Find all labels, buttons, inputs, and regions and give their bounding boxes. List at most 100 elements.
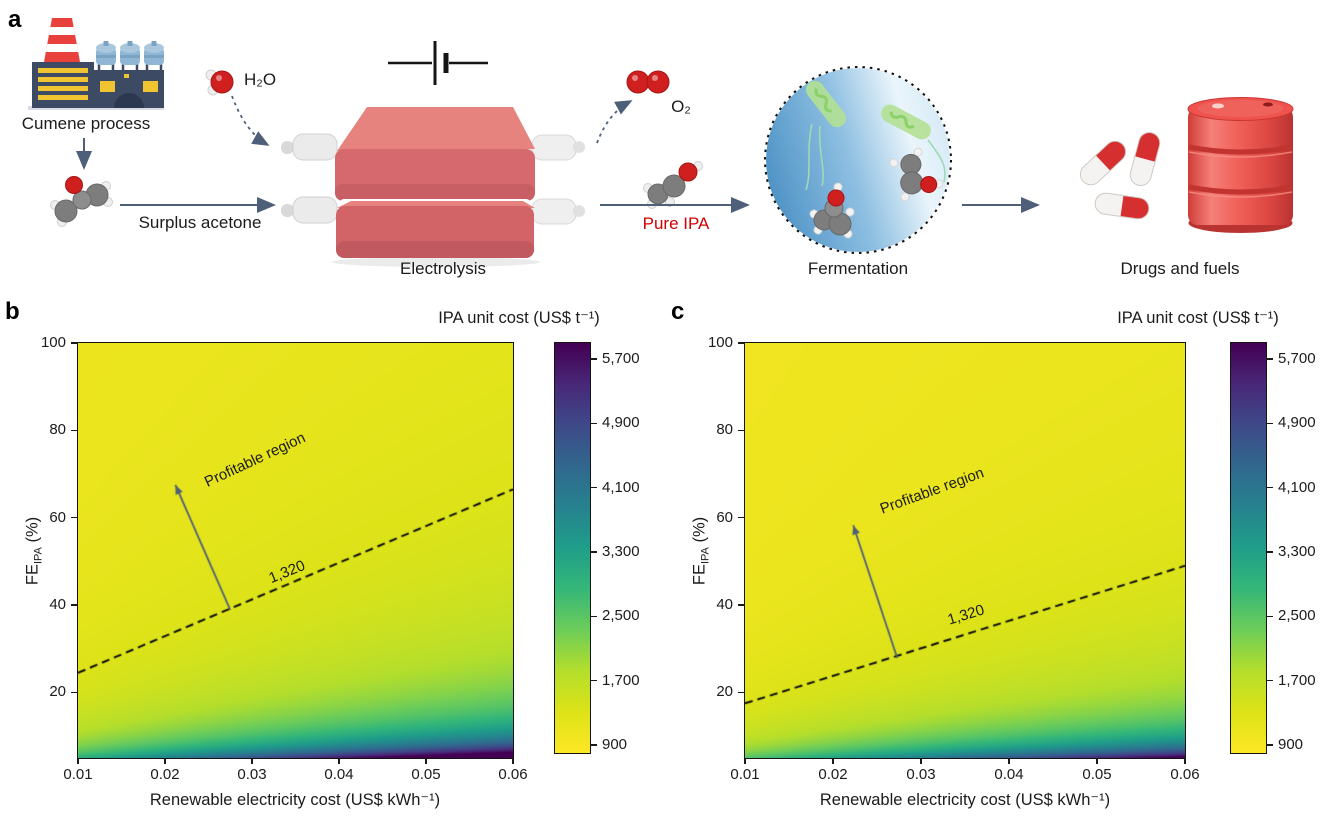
dashed-arrow-water-in (231, 95, 270, 146)
y-tick-label: 100 (707, 334, 733, 351)
colorbar-tick-mark (1266, 744, 1273, 746)
x-tick-label: 0.01 (63, 766, 93, 783)
x-tick-label: 0.02 (150, 766, 180, 783)
colorbar-tick-label: 4,900 (602, 414, 640, 432)
oxygen-molecule-icon (626, 70, 670, 94)
y-tick-label: 80 (49, 421, 66, 439)
x-tick-label: 0.05 (411, 766, 441, 783)
y-tick-mark (738, 604, 744, 606)
x-tick-label: 0.03 (237, 766, 267, 783)
y-tick-label: 20 (716, 683, 733, 701)
x-tick-mark (512, 758, 514, 764)
panel-letter-a: a (8, 6, 22, 33)
label-h2o: H₂O (243, 70, 277, 89)
y-tick-mark (71, 691, 77, 694)
colorbar-tick-mark (590, 744, 597, 746)
x-tick-mark (1096, 758, 1098, 764)
acetone-molecule-icon (50, 176, 113, 227)
y-tick-label: 100 (40, 334, 66, 351)
colorbar-tick-mark (590, 551, 597, 553)
water-molecule-icon (205, 69, 234, 96)
flagellum (805, 123, 813, 191)
fermentation-vessel-icon (764, 66, 952, 254)
colorbar-tick-label: 2,500 (1278, 607, 1316, 625)
colorbar-tick-label: 900 (602, 735, 628, 753)
y-tick-mark (71, 516, 77, 519)
x-tick-mark (338, 758, 340, 764)
flagellum (927, 139, 946, 183)
panel-letter-c: c (671, 298, 685, 325)
electrolyzer-icon (281, 107, 585, 267)
colorbar-tick-label: 1,700 (1278, 671, 1316, 689)
x-tick-mark (744, 758, 746, 764)
x-tick-label: 0.03 (906, 766, 936, 783)
x-tick-label: 0.02 (818, 766, 848, 783)
colorbar-tick-label: 3,300 (602, 543, 640, 561)
x-tick-label: 0.06 (1170, 766, 1200, 783)
x-tick-mark (1184, 758, 1186, 764)
colorbar-tick-label: 900 (1278, 735, 1304, 753)
heatmap-c (745, 343, 1185, 758)
microbe-icon (881, 104, 931, 140)
y-tick-mark (71, 604, 77, 606)
label-electrolysis: Electrolysis (400, 259, 486, 278)
label-cumene-process: Cumene process (21, 114, 151, 133)
y-tick-mark (738, 516, 744, 519)
pill-icon (1127, 130, 1163, 188)
colorbar-b (555, 343, 590, 753)
x-tick-mark (77, 758, 79, 764)
colorbar-title-b: IPA unit cost (US$ t⁻¹) (438, 309, 600, 327)
colorbar-tick-label: 2,500 (602, 607, 640, 625)
y-tick-label: 40 (716, 596, 733, 614)
battery-icon (388, 41, 488, 85)
factory-icon (28, 18, 164, 110)
label-surplus-acetone: Surplus acetone (138, 213, 262, 232)
colorbar-c (1231, 343, 1266, 753)
colorbar-tick-mark (1266, 358, 1273, 360)
colorbar-tick-mark (1266, 422, 1273, 425)
heatmap-b (78, 343, 513, 758)
y-tick-mark (71, 429, 77, 432)
x-tick-mark (164, 758, 166, 764)
label-o2: O₂ (671, 97, 691, 116)
colorbar-title-c: IPA unit cost (US$ t⁻¹) (1117, 309, 1279, 327)
x-axis-label-c: Renewable electricity cost (US$ kWh⁻¹) (819, 791, 1111, 809)
colorbar-tick-mark (590, 679, 597, 682)
pill-icon (1093, 191, 1151, 221)
colorbar-tick-mark (1266, 679, 1273, 682)
ipa-molecule-icon (809, 182, 855, 239)
colorbar-tick-mark (1266, 486, 1273, 489)
colorbar-tick-mark (590, 422, 597, 425)
colorbar-tick-mark (1266, 615, 1273, 618)
ipa-molecule-icon (889, 147, 944, 202)
pill-icon (1076, 136, 1130, 190)
y-tick-label: 80 (716, 421, 733, 439)
colorbar-tick-label: 4,900 (1278, 414, 1316, 432)
label-drugs-and-fuels: Drugs and fuels (1120, 259, 1240, 278)
colorbar-tick-label: 4,100 (602, 478, 640, 496)
x-tick-label: 0.06 (498, 766, 528, 783)
y-tick-mark (738, 342, 744, 344)
x-tick-label: 0.05 (1082, 766, 1112, 783)
y-tick-label: 60 (716, 508, 733, 526)
y-tick-mark (738, 691, 744, 694)
colorbar-tick-mark (590, 486, 597, 489)
label-pure-ipa: Pure IPA (642, 214, 710, 233)
process-diagram (28, 18, 1294, 267)
colorbar-tick-label: 5,700 (602, 350, 640, 368)
colorbar-tick-label: 3,300 (1278, 543, 1316, 561)
y-tick-mark (738, 429, 744, 432)
panel-letter-b: b (5, 298, 20, 325)
colorbar-tick-label: 1,700 (602, 671, 640, 689)
x-tick-mark (251, 758, 253, 764)
y-tick-mark (71, 342, 77, 344)
microbe-icon (805, 80, 847, 128)
dashed-arrow-oxygen-out (596, 100, 633, 144)
barrel-icon (1187, 97, 1294, 233)
label-fermentation: Fermentation (807, 259, 909, 278)
storage-tanks-icon (96, 41, 164, 70)
